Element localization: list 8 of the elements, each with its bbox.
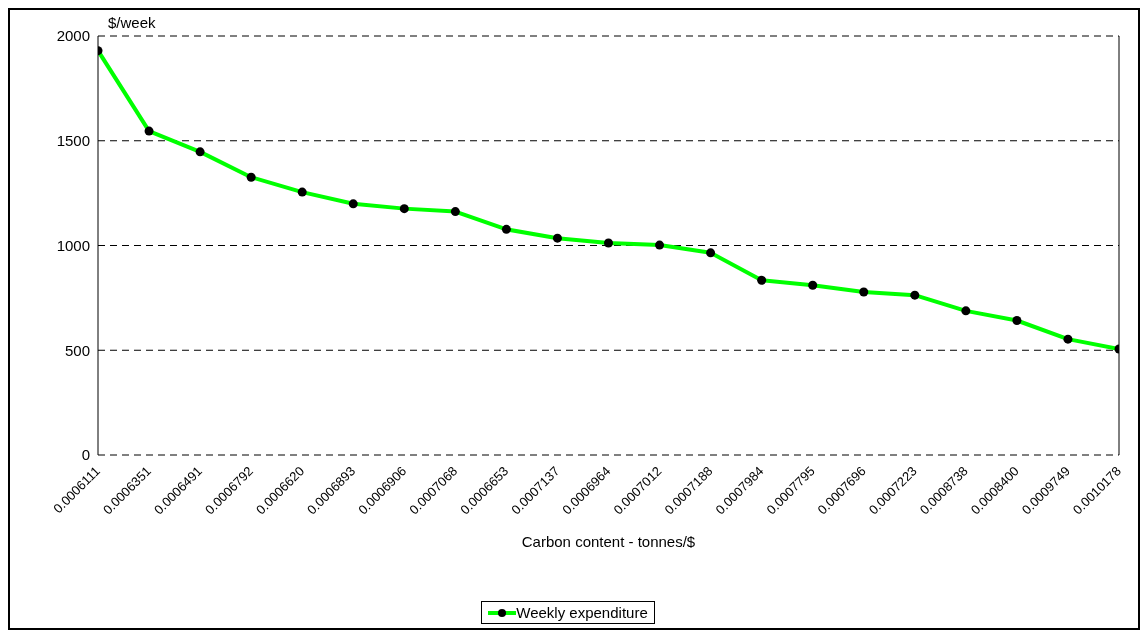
x-axis-title: Carbon content - tonnes/$: [521, 533, 696, 550]
y-tick-label: 500: [64, 341, 90, 359]
y-tick-label: 1500: [56, 132, 90, 150]
y-tick-label: 2000: [56, 27, 90, 45]
y-tick-label: 0: [81, 446, 90, 464]
y-axis-title: $/week: [108, 14, 156, 31]
y-tick-label: 1000: [56, 236, 90, 254]
legend-label: Weekly expenditure: [515, 604, 648, 621]
